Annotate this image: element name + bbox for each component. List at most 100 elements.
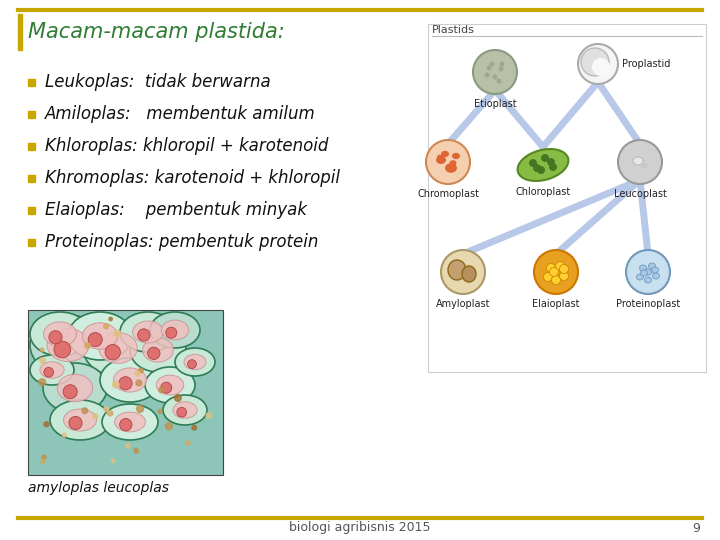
Circle shape — [159, 387, 164, 393]
Ellipse shape — [437, 154, 443, 159]
Circle shape — [63, 433, 66, 437]
Ellipse shape — [581, 48, 609, 76]
Circle shape — [186, 441, 190, 445]
Circle shape — [549, 163, 557, 171]
Circle shape — [119, 377, 132, 390]
Ellipse shape — [43, 363, 107, 413]
Text: biologi agribisnis 2015: biologi agribisnis 2015 — [289, 522, 431, 535]
Circle shape — [44, 367, 53, 377]
Ellipse shape — [441, 151, 449, 157]
Bar — [28, 143, 35, 150]
Ellipse shape — [636, 274, 644, 280]
Circle shape — [93, 414, 98, 419]
Circle shape — [134, 449, 138, 453]
Bar — [18, 14, 22, 50]
Ellipse shape — [639, 265, 647, 271]
Circle shape — [85, 343, 91, 349]
Ellipse shape — [534, 250, 578, 294]
Circle shape — [552, 275, 560, 285]
Text: Proteinoplast: Proteinoplast — [616, 299, 680, 309]
Ellipse shape — [114, 412, 145, 432]
Circle shape — [139, 368, 143, 373]
Ellipse shape — [578, 44, 618, 84]
Ellipse shape — [83, 320, 153, 376]
Ellipse shape — [644, 277, 652, 283]
Ellipse shape — [175, 348, 215, 376]
Circle shape — [125, 443, 130, 448]
Circle shape — [166, 423, 172, 430]
Ellipse shape — [161, 320, 189, 340]
Ellipse shape — [626, 250, 670, 294]
Ellipse shape — [641, 270, 647, 276]
Text: Etioplast: Etioplast — [474, 99, 516, 109]
Circle shape — [137, 406, 143, 413]
Circle shape — [490, 62, 495, 66]
Text: Amiloplas:   membentuk amilum: Amiloplas: membentuk amilum — [45, 105, 316, 123]
Ellipse shape — [114, 368, 146, 392]
Bar — [28, 111, 35, 118]
Text: Elaioplast: Elaioplast — [532, 299, 580, 309]
Bar — [28, 79, 35, 86]
Circle shape — [206, 413, 212, 418]
Circle shape — [114, 330, 121, 337]
Ellipse shape — [145, 367, 195, 403]
Bar — [28, 239, 35, 246]
Circle shape — [158, 409, 162, 414]
Text: Khloroplas: khloropil + karotenoid: Khloroplas: khloropil + karotenoid — [45, 137, 328, 155]
Circle shape — [104, 407, 109, 412]
Ellipse shape — [82, 323, 117, 349]
Text: Proteinoplas: pembentuk protein: Proteinoplas: pembentuk protein — [45, 233, 318, 251]
Text: Chloroplast: Chloroplast — [516, 187, 571, 197]
Ellipse shape — [150, 312, 200, 348]
Circle shape — [42, 455, 46, 459]
Ellipse shape — [173, 402, 197, 418]
Ellipse shape — [644, 269, 652, 275]
Circle shape — [498, 66, 503, 71]
Ellipse shape — [518, 149, 568, 181]
Ellipse shape — [473, 50, 517, 94]
Text: Proplastid: Proplastid — [622, 59, 670, 69]
Circle shape — [487, 65, 492, 71]
Circle shape — [112, 381, 120, 388]
Circle shape — [107, 410, 113, 416]
Circle shape — [148, 347, 160, 360]
Circle shape — [136, 380, 142, 386]
Circle shape — [556, 261, 564, 271]
Circle shape — [49, 330, 62, 344]
Text: 9: 9 — [692, 522, 700, 535]
Bar — [28, 310, 223, 475]
Circle shape — [120, 418, 132, 431]
Circle shape — [112, 459, 114, 463]
Circle shape — [63, 384, 77, 399]
Ellipse shape — [120, 312, 176, 352]
Ellipse shape — [448, 260, 466, 280]
Text: Elaioplas:    pembentuk minyak: Elaioplas: pembentuk minyak — [45, 201, 307, 219]
Ellipse shape — [649, 263, 655, 269]
Ellipse shape — [30, 315, 106, 375]
Circle shape — [188, 360, 197, 368]
Text: Leucoplast: Leucoplast — [613, 189, 667, 199]
Ellipse shape — [47, 328, 89, 361]
Ellipse shape — [618, 140, 662, 184]
Text: Chromoplast: Chromoplast — [417, 189, 479, 199]
Circle shape — [88, 333, 102, 347]
Circle shape — [544, 273, 552, 281]
Circle shape — [559, 265, 569, 273]
Ellipse shape — [652, 273, 660, 279]
Bar — [28, 175, 35, 182]
Circle shape — [69, 416, 82, 430]
Circle shape — [166, 327, 176, 338]
Text: Macam-macam plastida:: Macam-macam plastida: — [28, 22, 284, 42]
Ellipse shape — [130, 328, 186, 372]
Ellipse shape — [58, 374, 93, 402]
Circle shape — [104, 324, 109, 329]
Ellipse shape — [163, 395, 207, 425]
Circle shape — [161, 382, 172, 393]
Circle shape — [44, 422, 49, 427]
Text: Leukoplas:  tidak berwarna: Leukoplas: tidak berwarna — [45, 73, 271, 91]
Ellipse shape — [462, 266, 476, 282]
Circle shape — [39, 379, 45, 386]
Ellipse shape — [102, 404, 158, 440]
Ellipse shape — [30, 355, 74, 385]
Circle shape — [109, 318, 112, 321]
